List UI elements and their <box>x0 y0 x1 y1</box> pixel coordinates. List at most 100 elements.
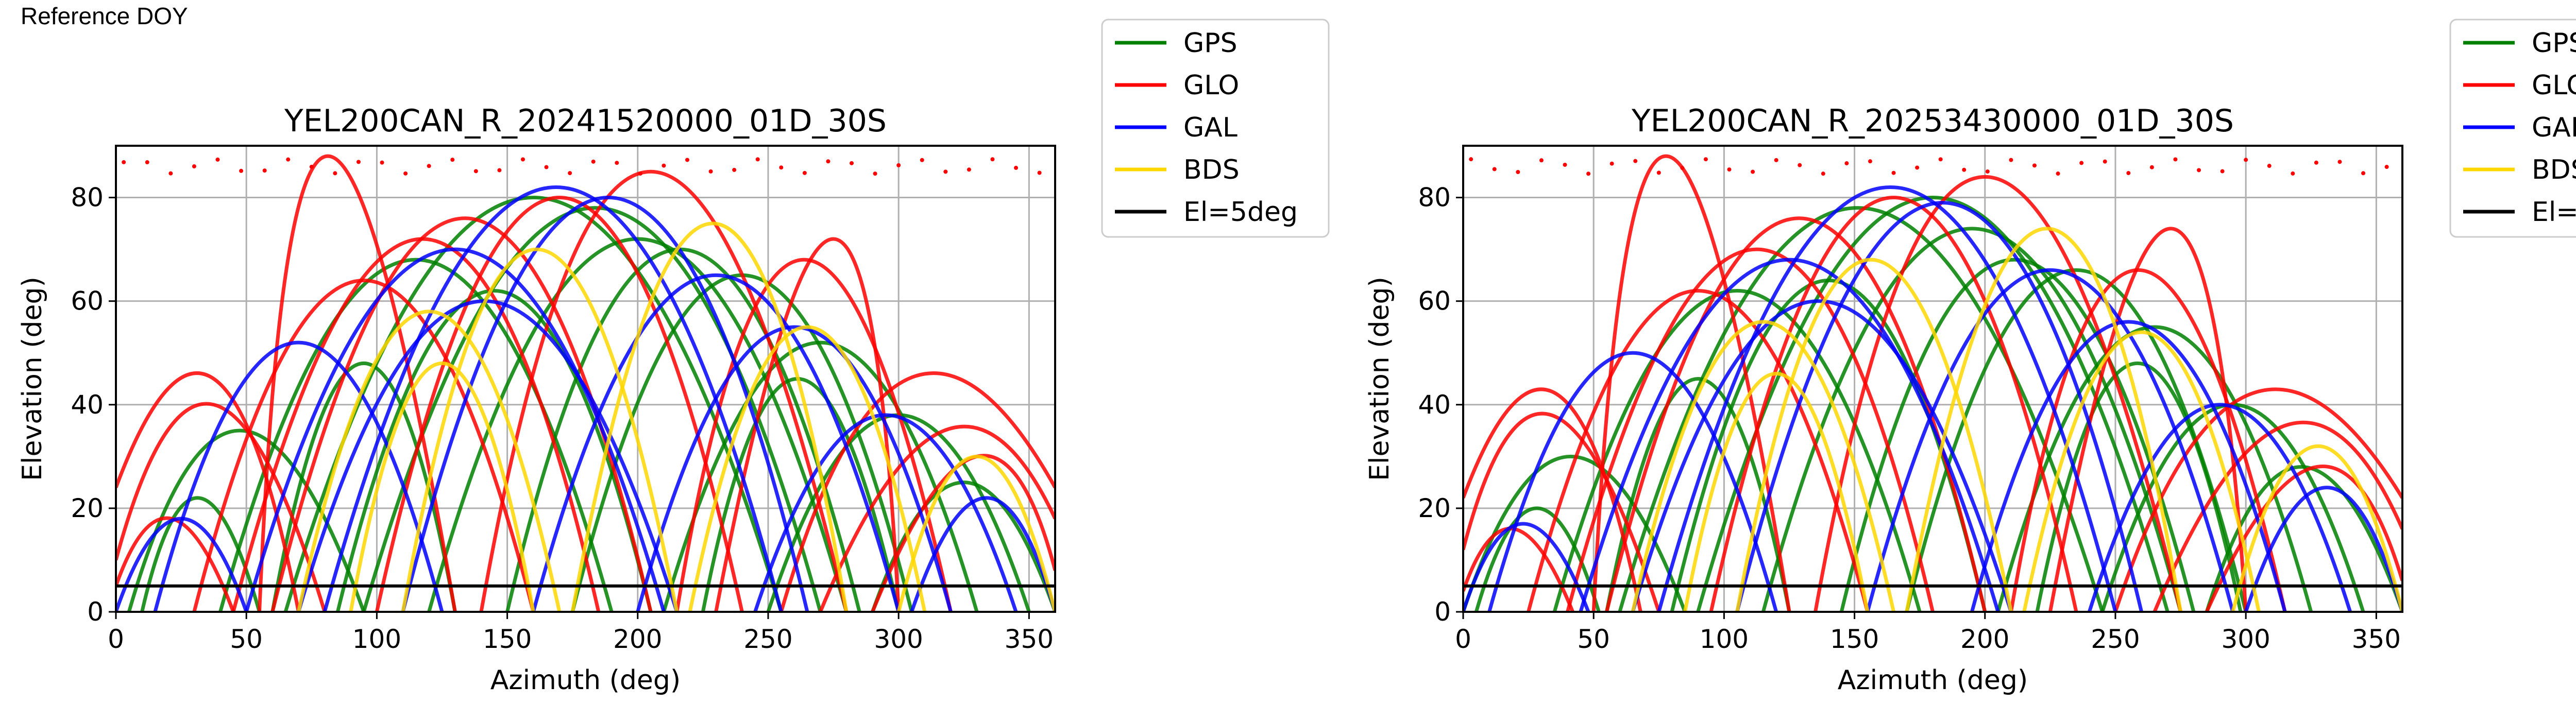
glo-point <box>1798 163 1802 167</box>
legend-label: BDS <box>2532 155 2576 185</box>
series-arc-glo <box>2009 268 2287 612</box>
legend-label: GAL <box>2532 112 2576 143</box>
series-arc-gal <box>244 247 666 612</box>
glo-point <box>920 158 924 162</box>
x-tick-label: 100 <box>352 624 401 654</box>
plot-area <box>116 154 1055 612</box>
glo-point <box>1703 157 1708 162</box>
series-arc-gal <box>1735 201 2144 612</box>
series-arc-bds <box>688 325 927 612</box>
series-arc-bds <box>2231 444 2402 612</box>
x-tick-label: 250 <box>743 624 792 654</box>
glo-point <box>1014 165 1019 170</box>
glo-point <box>2337 160 2342 164</box>
x-tick-label: 250 <box>2091 624 2140 654</box>
glo-point <box>2244 158 2248 162</box>
series-arc-gal <box>1970 320 2287 612</box>
series-arc-gal <box>753 413 1018 612</box>
series-arc-bds <box>896 455 1055 612</box>
series-arc-glo <box>479 170 849 612</box>
chart-title: YEL200CAN_R_20253430000_01D_30S <box>1631 103 2234 139</box>
series-arc-glo <box>675 258 953 612</box>
glo-point <box>1680 166 1685 170</box>
series-arc-gal <box>1579 258 2000 612</box>
y-tick-label: 0 <box>87 597 104 627</box>
glo-point <box>2197 168 2201 173</box>
series-arc-bds <box>349 361 535 612</box>
glo-point <box>615 161 619 165</box>
glo-point <box>1821 172 1825 176</box>
x-tick-label: 50 <box>230 624 263 654</box>
series-arc-gal <box>910 496 1055 612</box>
glo-point <box>380 160 384 165</box>
y-tick-label: 60 <box>71 286 104 316</box>
series-arc-glo <box>1463 412 1661 612</box>
series-arc-gps <box>1839 258 2196 612</box>
legend-label: GAL <box>1183 112 1238 143</box>
glo-point <box>967 167 971 172</box>
series-arc-gal <box>636 325 953 612</box>
glo-point <box>708 169 713 174</box>
series-arc-glo <box>116 371 300 612</box>
series-arc-glo <box>1527 289 1870 612</box>
x-axis-label: Azimuth (deg) <box>490 665 681 696</box>
series-arc-gal <box>1866 268 2235 612</box>
legend: GPS GLO GAL BDS El=5deg <box>2449 19 2576 238</box>
glo-point <box>943 169 948 174</box>
x-tick-label: 0 <box>1455 624 1471 654</box>
glo-point <box>356 160 361 164</box>
glo-point <box>239 168 244 173</box>
x-tick-label: 150 <box>483 624 532 654</box>
y-tick-label: 80 <box>1418 183 1451 213</box>
series-arc-gal <box>153 340 444 612</box>
series-arc-gps <box>1761 227 2182 612</box>
glo-point <box>1516 170 1520 175</box>
x-tick-label: 0 <box>108 624 124 654</box>
x-axis-label: Azimuth (deg) <box>1838 665 2028 696</box>
series-arc-gps <box>570 273 913 612</box>
glo-point <box>122 160 126 164</box>
glo-point <box>850 161 854 165</box>
glo-point <box>1633 159 1638 163</box>
glo-point <box>685 158 689 162</box>
series-arc-bds <box>1735 258 2013 612</box>
glo-point <box>826 159 831 164</box>
chart-title: YEL200CAN_R_20241520000_01D_30S <box>284 103 887 139</box>
series-arc-gps <box>1552 289 1922 612</box>
glo-point <box>2361 171 2366 176</box>
glo-point <box>1985 169 1990 174</box>
legend-label: GLO <box>2532 70 2576 101</box>
glo-point <box>168 171 173 176</box>
glo-point <box>2173 157 2178 162</box>
series-arc-bds <box>1905 227 2183 612</box>
glo-point <box>755 157 760 162</box>
series-arc-glo <box>375 196 744 612</box>
chart-1: 0 50 100 150 200 250 300 350 0 20 40 60 80 YEL200CAN_… <box>17 19 1330 696</box>
glo-point <box>896 163 901 167</box>
series-arc-glo <box>1463 387 1642 612</box>
legend: GPS GLO GAL BDS El=5deg <box>1101 19 1330 238</box>
glo-point <box>873 172 877 176</box>
x-tick-label: 350 <box>2352 624 2401 654</box>
series-arc-gal <box>116 517 248 612</box>
glo-point <box>1891 170 1896 175</box>
y-tick-label: 20 <box>71 493 104 523</box>
series-arc-gps <box>427 237 849 612</box>
y-axis-label: Elevation (deg) <box>1364 277 1395 481</box>
series-arc-gps <box>2035 362 2243 612</box>
series-arc-gps <box>662 340 979 612</box>
series-arc-bds <box>2022 330 2261 612</box>
y-axis-label: Elevation (deg) <box>17 277 48 481</box>
series-arc-bds <box>297 310 562 612</box>
y-tick-label: 40 <box>1418 390 1451 420</box>
series-arc-bds <box>1631 320 1895 612</box>
glo-point <box>1751 169 1755 174</box>
reference-doy-label: Reference DOY <box>21 3 188 29</box>
glo-point <box>638 172 642 176</box>
x-tick-label: 100 <box>1700 624 1749 654</box>
glo-point <box>333 171 337 176</box>
legend-label: BDS <box>1183 155 1240 185</box>
glo-point <box>2267 164 2272 168</box>
y-tick-label: 20 <box>1418 493 1451 523</box>
series-arc-gps <box>362 206 822 612</box>
